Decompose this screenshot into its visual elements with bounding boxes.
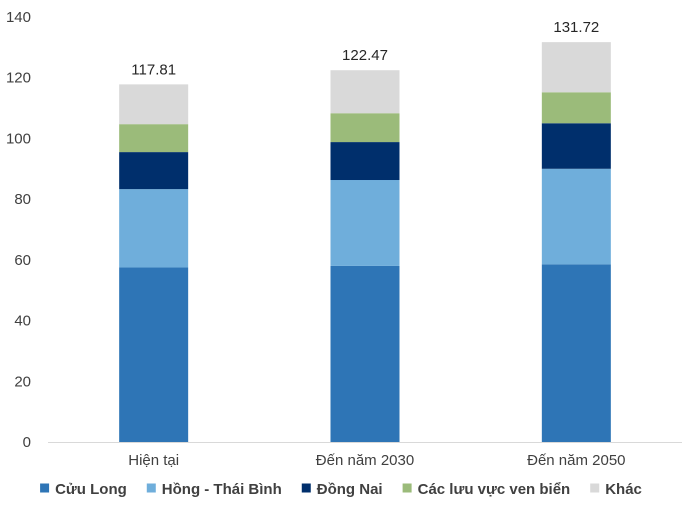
category-label: Đến năm 2050 bbox=[527, 452, 625, 469]
total-label: 117.81 bbox=[131, 61, 176, 78]
legend-item: Các lưu vực ven biển bbox=[402, 481, 571, 498]
total-label: 131.72 bbox=[553, 19, 599, 36]
legend-label: Đồng Nai bbox=[317, 481, 383, 498]
bar-segment-5 bbox=[330, 70, 400, 114]
y-tick-label: 60 bbox=[14, 252, 31, 269]
bar-segment-4 bbox=[330, 113, 400, 143]
bar-segment-3 bbox=[119, 152, 189, 190]
bar-segment-1 bbox=[330, 265, 400, 442]
category-labels: Hiện tại Đến năm 2030 Đến năm 2050 bbox=[128, 452, 625, 469]
legend-swatch bbox=[40, 483, 50, 493]
y-tick-label: 120 bbox=[6, 70, 31, 87]
bar-segment-3 bbox=[541, 123, 611, 169]
bars bbox=[119, 42, 611, 442]
legend-swatch bbox=[590, 483, 600, 493]
legend-swatch bbox=[301, 483, 311, 493]
legend-swatch bbox=[146, 483, 156, 493]
legend-label: Cửu Long bbox=[55, 481, 127, 498]
legend-label: Các lưu vực ven biển bbox=[418, 481, 571, 498]
bar-segment-2 bbox=[541, 168, 611, 265]
total-label: 122.47 bbox=[342, 47, 388, 64]
category-label: Đến năm 2030 bbox=[316, 452, 414, 469]
legend-item: Cửu Long bbox=[40, 481, 127, 498]
bar-segment-5 bbox=[541, 42, 611, 93]
bar-segment-4 bbox=[119, 124, 189, 153]
bar-segment-5 bbox=[119, 84, 189, 125]
bar-segment-4 bbox=[541, 92, 611, 124]
y-tick-label: 100 bbox=[6, 130, 31, 147]
legend-item: Hồng - Thái Bình bbox=[146, 481, 282, 498]
bar-segment-1 bbox=[119, 267, 189, 442]
y-tick-label: 140 bbox=[6, 9, 31, 26]
y-tick-label: 80 bbox=[14, 191, 31, 208]
legend-item: Khác bbox=[590, 481, 642, 498]
bar-segment-3 bbox=[330, 142, 400, 181]
bar-segment-2 bbox=[119, 189, 189, 268]
category-label: Hiện tại bbox=[128, 452, 179, 469]
legend-swatch bbox=[402, 483, 412, 493]
total-labels: 117.81 122.47 131.72 bbox=[131, 19, 599, 78]
y-tick-label: 0 bbox=[23, 434, 31, 451]
y-tick-label: 20 bbox=[14, 373, 31, 390]
bar-segment-2 bbox=[330, 180, 400, 266]
legend-item: Đồng Nai bbox=[301, 481, 383, 498]
y-tick-label: 40 bbox=[14, 313, 31, 330]
legend: Cửu Long Hồng - Thái Bình Đồng Nai Các lưu … bbox=[40, 481, 642, 498]
legend-label: Khác bbox=[605, 481, 642, 498]
bar-segment-1 bbox=[541, 264, 611, 442]
y-axis-ticks: 0 20 40 60 80 100 120 140 bbox=[6, 9, 31, 451]
legend-label: Hồng - Thái Bình bbox=[162, 481, 282, 498]
